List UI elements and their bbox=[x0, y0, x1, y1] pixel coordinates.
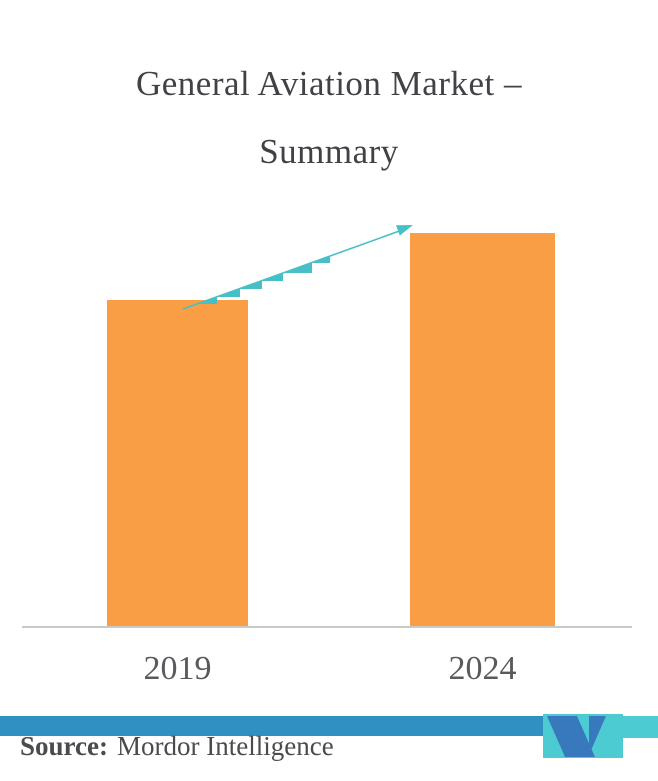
footer-ribbon-blue bbox=[0, 716, 545, 736]
source-attribution: Source: Mordor Intelligence bbox=[20, 731, 334, 762]
x-tick-label-2024: 2024 bbox=[448, 650, 517, 687]
chart-title: General Aviation Market – Summary bbox=[0, 50, 658, 186]
chart-title-line1: General Aviation Market – bbox=[135, 64, 523, 103]
bar-2024 bbox=[410, 233, 555, 627]
footer-ribbon-teal bbox=[618, 716, 658, 738]
chart-title-line2: Summary bbox=[259, 132, 399, 171]
mordor-intelligence-logo-icon bbox=[543, 714, 623, 758]
x-axis-line bbox=[22, 626, 632, 628]
bar-2019 bbox=[107, 300, 248, 627]
source-value: Mordor Intelligence bbox=[117, 731, 334, 761]
source-label: Source: bbox=[20, 731, 108, 761]
x-tick-label-2019: 2019 bbox=[143, 650, 212, 687]
